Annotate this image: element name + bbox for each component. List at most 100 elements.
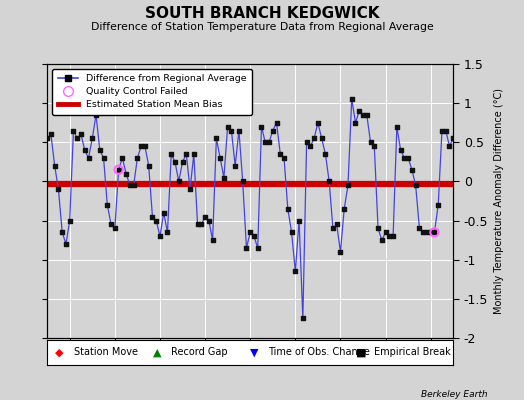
Point — [445, 143, 454, 149]
Point — [54, 186, 63, 192]
Point — [318, 135, 326, 142]
Point — [137, 143, 145, 149]
Point — [287, 229, 296, 236]
Point — [50, 162, 59, 169]
Point — [336, 249, 345, 255]
Point — [400, 155, 409, 161]
Point — [254, 245, 262, 251]
Text: Berkeley Earth: Berkeley Earth — [421, 390, 487, 399]
Text: ▼: ▼ — [250, 347, 259, 358]
Point — [333, 221, 341, 228]
Text: ◆: ◆ — [55, 347, 64, 358]
Point — [295, 217, 303, 224]
Point — [197, 221, 205, 228]
Point — [216, 155, 224, 161]
Point — [167, 151, 176, 157]
Point — [423, 229, 431, 236]
Point — [419, 229, 428, 236]
Point — [449, 135, 457, 142]
Point — [148, 214, 157, 220]
Point — [129, 182, 138, 188]
Point — [190, 151, 198, 157]
Point — [31, 155, 40, 161]
Text: Station Move: Station Move — [73, 347, 138, 358]
Point — [472, 151, 480, 157]
Text: Time of Obs. Change: Time of Obs. Change — [268, 347, 370, 358]
Point — [265, 139, 273, 146]
Point — [231, 162, 239, 169]
Point — [201, 214, 209, 220]
Text: SOUTH BRANCH KEDGWICK: SOUTH BRANCH KEDGWICK — [145, 6, 379, 21]
Point — [100, 155, 108, 161]
Point — [291, 268, 300, 275]
Point — [427, 229, 435, 236]
Point — [366, 139, 375, 146]
Point — [62, 241, 70, 247]
Point — [269, 127, 277, 134]
Text: Difference of Station Temperature Data from Regional Average: Difference of Station Temperature Data f… — [91, 22, 433, 32]
Text: Empirical Break: Empirical Break — [374, 347, 451, 358]
Point — [114, 166, 123, 173]
Point — [227, 127, 236, 134]
Point — [43, 135, 51, 142]
Text: ▲: ▲ — [153, 347, 161, 358]
Point — [310, 135, 318, 142]
Point — [411, 182, 420, 188]
Point — [430, 229, 439, 236]
Point — [347, 96, 356, 102]
Point — [178, 159, 187, 165]
Point — [69, 127, 78, 134]
Point — [77, 131, 85, 138]
Point — [212, 135, 221, 142]
Point — [223, 124, 232, 130]
Point — [114, 166, 123, 173]
Point — [36, 186, 44, 192]
Point — [378, 237, 386, 243]
Point — [408, 166, 416, 173]
Point — [159, 210, 168, 216]
Point — [66, 217, 74, 224]
Point — [329, 225, 337, 232]
Point — [344, 182, 352, 188]
Point — [250, 233, 258, 240]
Point — [438, 127, 446, 134]
Point — [475, 131, 484, 138]
Point — [84, 155, 93, 161]
Point — [242, 245, 250, 251]
Point — [92, 112, 100, 118]
Point — [404, 155, 412, 161]
Point — [163, 229, 172, 236]
Point — [468, 159, 476, 165]
Point — [272, 120, 281, 126]
Point — [126, 182, 134, 188]
Point — [95, 147, 104, 153]
Point — [340, 206, 348, 212]
Point — [107, 221, 115, 228]
Point — [209, 237, 217, 243]
Point — [47, 131, 55, 138]
Legend: Difference from Regional Average, Quality Control Failed, Estimated Station Mean: Difference from Regional Average, Qualit… — [52, 69, 252, 115]
Text: Record Gap: Record Gap — [171, 347, 227, 358]
Point — [103, 202, 112, 208]
Point — [276, 151, 285, 157]
Point — [220, 174, 228, 181]
Point — [238, 178, 247, 185]
Point — [39, 190, 48, 196]
Point — [370, 143, 378, 149]
Point — [453, 135, 461, 142]
Point — [464, 155, 473, 161]
Point — [456, 151, 465, 157]
Point — [156, 233, 164, 240]
Point — [302, 139, 311, 146]
Point — [111, 225, 119, 232]
Point — [246, 229, 255, 236]
Point — [325, 178, 333, 185]
Point — [145, 162, 153, 169]
Text: ■: ■ — [356, 347, 366, 358]
Point — [152, 217, 160, 224]
Point — [314, 120, 322, 126]
Point — [58, 229, 67, 236]
Point — [397, 147, 405, 153]
Point — [122, 170, 130, 177]
Y-axis label: Monthly Temperature Anomaly Difference (°C): Monthly Temperature Anomaly Difference (… — [494, 88, 504, 314]
